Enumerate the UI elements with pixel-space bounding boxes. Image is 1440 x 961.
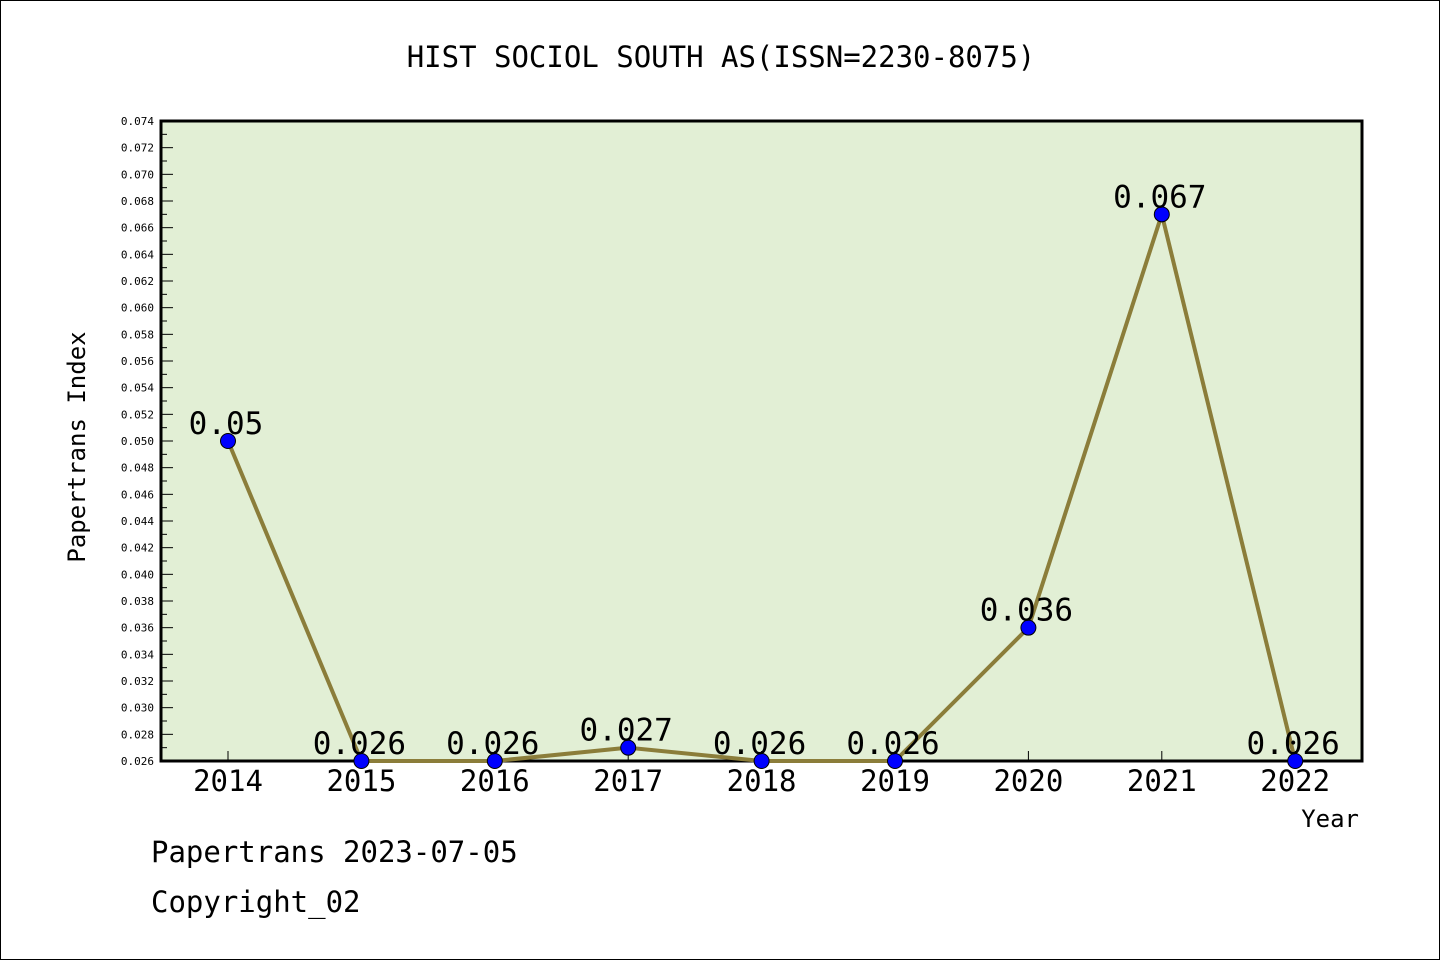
data-point xyxy=(1287,753,1304,769)
y-tick-label: 0.048 xyxy=(121,462,154,475)
y-tick-label: 0.034 xyxy=(121,648,154,661)
x-tick-label: 2016 xyxy=(460,764,530,798)
y-tick-label: 0.040 xyxy=(121,568,154,581)
data-label: 0.026 xyxy=(713,726,806,762)
data-point xyxy=(887,753,903,769)
x-tick-label: 2018 xyxy=(727,764,797,798)
data-point xyxy=(1020,619,1037,636)
y-tick-label: 0.066 xyxy=(121,222,154,235)
x-tick-label: 2014 xyxy=(193,764,263,798)
y-tick-label: 0.038 xyxy=(121,595,154,608)
data-label: 0.026 xyxy=(446,726,539,762)
x-tick-label: 2022 xyxy=(1260,764,1330,798)
y-tick-label: 0.042 xyxy=(121,542,154,555)
data-point xyxy=(753,753,770,769)
footer-date: Papertrans 2023-07-05 xyxy=(151,835,518,869)
y-tick-label: 0.044 xyxy=(121,515,154,528)
data-point xyxy=(353,753,370,769)
y-axis: 0.026 0.028 0.030 0.032 0.034 0.036 0.038 0.040… xyxy=(121,115,173,768)
data-label: 0.026 xyxy=(1247,726,1340,762)
data-point xyxy=(620,739,637,756)
data-label: 0.05 xyxy=(189,406,264,442)
y-tick-label: 0.068 xyxy=(121,195,154,208)
data-label: 0.027 xyxy=(580,713,673,749)
x-tick-label: 2015 xyxy=(326,764,396,798)
y-tick-label: 0.058 xyxy=(121,328,154,341)
y-tick-label: 0.054 xyxy=(121,382,154,395)
data-label: 0.036 xyxy=(980,593,1073,629)
data-point xyxy=(220,433,236,449)
y-tick-label: 0.030 xyxy=(121,702,154,715)
chart-title: HIST SOCIOL SOUTH AS(ISSN=2230-8075) xyxy=(407,40,1036,74)
x-axis-label: Year xyxy=(1301,805,1359,833)
y-tick-label: 0.032 xyxy=(121,675,154,688)
y-tick-label: 0.072 xyxy=(121,142,154,155)
x-tick-label: 2019 xyxy=(860,764,930,798)
y-tick-label: 0.064 xyxy=(121,248,154,261)
x-tick-label: 2021 xyxy=(1127,764,1197,798)
data-label: 0.026 xyxy=(313,726,406,762)
x-tick-label: 2017 xyxy=(593,764,663,798)
y-tick-label: 0.060 xyxy=(121,302,154,315)
y-tick-label: 0.052 xyxy=(121,408,154,421)
x-axis: 2014 2015 2016 2017 2018 2019 2020 2021 2022 xyxy=(193,751,1330,798)
data-point xyxy=(1153,206,1170,223)
y-tick-label: 0.036 xyxy=(121,622,154,635)
data-point xyxy=(486,753,503,769)
y-tick-label: 0.028 xyxy=(121,728,154,741)
data-label: 0.067 xyxy=(1113,179,1206,215)
y-tick-label: 0.056 xyxy=(121,355,154,368)
y-axis-label: Papertrans Index xyxy=(63,331,91,562)
x-tick-label: 2020 xyxy=(993,764,1063,798)
y-tick-label: 0.062 xyxy=(121,275,154,288)
y-tick-label: 0.074 xyxy=(121,115,154,128)
y-tick-label: 0.050 xyxy=(121,435,154,448)
data-label: 0.026 xyxy=(846,726,939,762)
plot-area xyxy=(159,119,1364,763)
y-tick-label: 0.026 xyxy=(121,755,154,768)
y-tick-label: 0.046 xyxy=(121,488,154,501)
series-layer: 0.05 0.026 0.026 0.027 0.026 0.026 0.036 0.067 0… xyxy=(189,179,1340,769)
footer-copyright: Copyright_02 xyxy=(151,885,361,919)
y-tick-label: 0.070 xyxy=(121,168,154,181)
